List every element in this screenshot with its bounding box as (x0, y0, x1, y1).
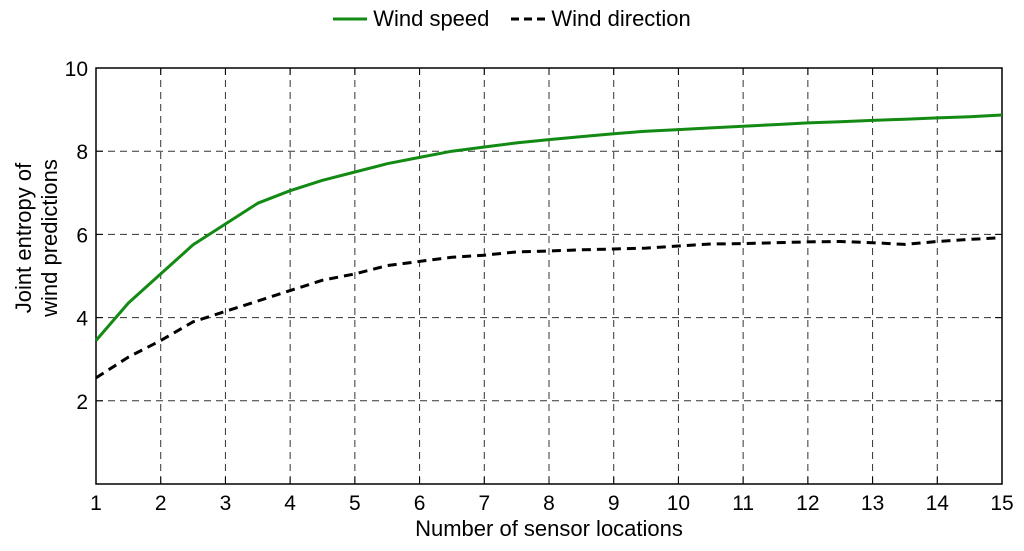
y-tick-label: 4 (76, 308, 88, 331)
x-tick-label: 8 (543, 492, 555, 515)
x-tick-label: 1 (90, 492, 102, 515)
y-axis-label: Joint entropy of wind predictions (10, 108, 64, 368)
x-tick-label: 9 (608, 492, 620, 515)
legend-swatch-solid (333, 17, 368, 21)
legend-swatch-dashed (511, 17, 546, 21)
legend-item-wind-speed: Wind speed (333, 6, 489, 32)
x-tick-label: 6 (414, 492, 426, 515)
y-axis-label-line-2: wind predictions (37, 159, 62, 317)
legend-item-wind-direction: Wind direction (511, 6, 691, 32)
x-tick-label: 10 (667, 492, 690, 515)
x-tick-label: 13 (861, 492, 884, 515)
x-tick-label: 5 (349, 492, 361, 515)
x-tick-label: 2 (155, 492, 167, 515)
legend-label-wind-direction: Wind direction (551, 6, 691, 31)
x-tick-label: 11 (732, 492, 754, 515)
legend-label-wind-speed: Wind speed (373, 6, 490, 31)
series-line-wind-speed (94, 113, 1003, 342)
y-tick-label: 8 (76, 141, 88, 164)
x-tick-label: 4 (284, 492, 296, 515)
x-tick-label: 14 (926, 492, 950, 515)
series-line-wind-direction (95, 236, 1003, 380)
x-tick-label: 7 (478, 492, 490, 515)
x-tick-label: 15 (990, 492, 1013, 515)
y-axis-label-line-1: Joint entropy of (11, 162, 36, 314)
x-tick-label: 3 (220, 492, 232, 515)
y-tick-label: 2 (76, 391, 88, 414)
y-tick-label: 6 (76, 224, 88, 247)
legend: Wind speed Wind direction (0, 6, 1024, 32)
x-tick-label: 12 (796, 492, 819, 515)
y-tick-label: 10 (65, 58, 88, 81)
x-axis-label: Number of sensor locations (415, 516, 683, 541)
